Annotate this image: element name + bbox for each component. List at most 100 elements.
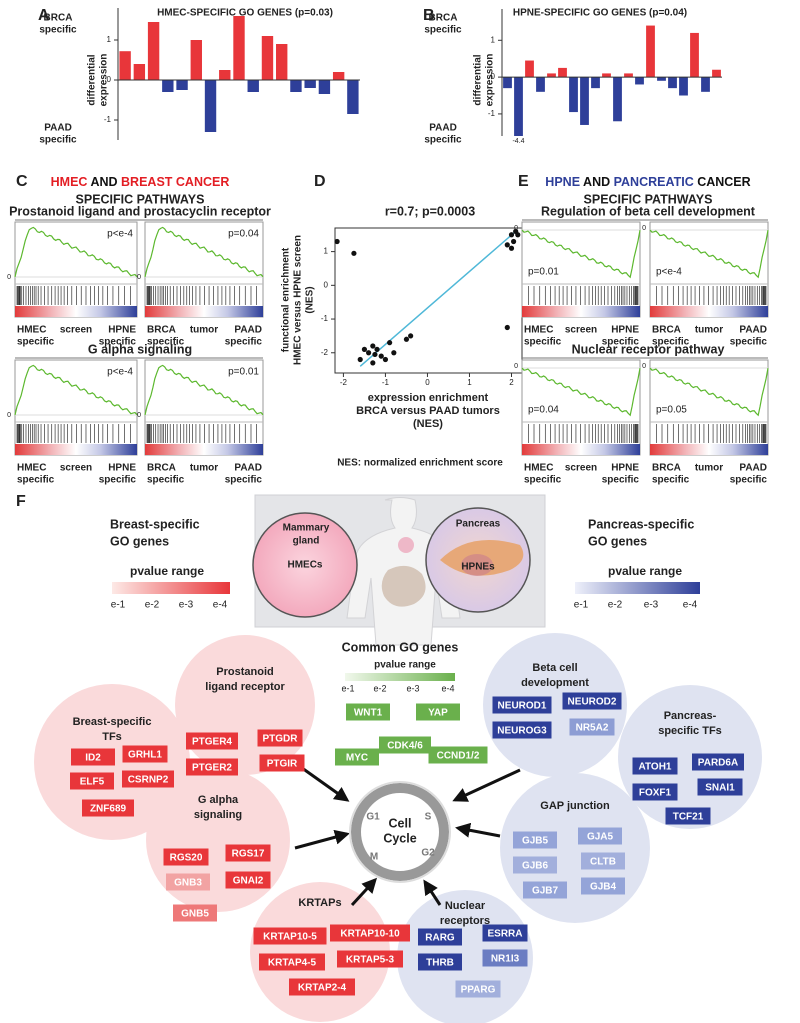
axis-label: PAAD: [234, 325, 262, 336]
phase-label: M: [370, 852, 378, 863]
p-value: p<e-4: [107, 229, 133, 240]
zero-label: 0: [642, 363, 646, 370]
zero-label: 0: [7, 274, 11, 281]
p-value: p=0.04: [528, 405, 559, 416]
bar: [525, 60, 534, 78]
gene-name: WNT1: [354, 708, 383, 719]
x-axis-label: BRCA versus PAAD tumors: [356, 405, 500, 417]
axis-label: specific: [652, 337, 690, 348]
gene-box: [337, 950, 403, 968]
axis-label: specific: [730, 337, 768, 348]
scale-tick: e-2: [373, 683, 386, 693]
group-title: Pancreas-: [664, 710, 717, 722]
group-title: signaling: [194, 809, 242, 821]
axis-label: BRCA: [147, 325, 176, 336]
y-label-top: specific: [39, 25, 77, 36]
phase-label: G2: [421, 848, 435, 859]
scale-tick: e-3: [406, 683, 419, 693]
gene-name: RARG: [425, 933, 455, 944]
group-title: Prostanoid: [216, 666, 273, 678]
bar: [318, 80, 331, 94]
x-axis-label: expression enrichment: [368, 392, 489, 404]
gene-name: KRTAP10-10: [340, 929, 400, 940]
scale-tick: e-1: [574, 600, 589, 611]
axis-label: specific: [730, 475, 768, 486]
bar: [635, 77, 644, 85]
gene-box: [346, 703, 390, 721]
phase-label: G1: [366, 812, 380, 823]
y-axis-label: differential: [473, 54, 484, 105]
group-title: receptors: [440, 915, 490, 927]
gene-name: PTGIR: [267, 759, 298, 770]
gene-name: CLTB: [590, 857, 616, 868]
bar: [332, 72, 345, 80]
point: [334, 238, 340, 245]
plot-frame: [144, 359, 264, 456]
gene-box: [692, 753, 744, 771]
axis-label: screen: [565, 463, 597, 474]
cell-cycle-title: Cell: [389, 816, 412, 830]
axis-label: HMEC: [17, 325, 46, 336]
gene-box: [428, 746, 488, 764]
point: [361, 346, 368, 352]
gene-box: [581, 877, 625, 895]
enrichment-curve: [521, 367, 641, 417]
panel-title: HMEC AND BREAST CANCER: [51, 175, 230, 189]
gene-box: [513, 831, 557, 849]
cell-cycle: [349, 781, 451, 883]
scale-tick: e-1: [111, 600, 126, 611]
bar: [190, 40, 202, 80]
axis-label: specific: [17, 475, 55, 486]
bar: [569, 77, 578, 113]
axis-label: specific: [147, 475, 185, 486]
bar: [290, 80, 302, 92]
gene-name: THRB: [426, 958, 454, 969]
y-axis-label: differential: [87, 54, 98, 105]
gene-box: [122, 745, 168, 763]
zero-label: 0: [137, 412, 141, 419]
bar: [712, 69, 721, 78]
point: [382, 356, 389, 363]
point: [408, 333, 414, 339]
axis-label: screen: [565, 325, 597, 336]
gene-box: [330, 924, 410, 942]
gene-box: [289, 978, 355, 996]
bar: [668, 77, 677, 89]
gene-box: [335, 748, 379, 766]
plot-frame: [521, 359, 641, 456]
panel-letter: D: [314, 173, 326, 190]
gene-box: [697, 778, 743, 796]
axis-label: HMEC: [17, 463, 46, 474]
image-label: gland: [293, 536, 320, 547]
rank-gradient: [145, 444, 263, 455]
y-tick-label: 1: [107, 35, 112, 44]
gene-name: NR5A2: [576, 723, 609, 734]
rank-gradient: [15, 444, 137, 455]
gene-name: KRTAP2-4: [298, 983, 347, 994]
gene-box: [418, 953, 462, 971]
bar: [261, 36, 274, 80]
axis-label: specific: [602, 337, 640, 348]
gene-name: KRTAP10-5: [263, 932, 317, 943]
group-circle: [483, 633, 627, 777]
enrichment-curve: [649, 367, 769, 417]
bar: [304, 80, 316, 88]
zero-label: 0: [137, 274, 141, 281]
title-part: AND: [90, 175, 117, 189]
y-tick-label: -2: [321, 348, 329, 357]
pathway-name: Regulation of beta cell development: [541, 204, 756, 218]
zero-label: 0: [7, 412, 11, 419]
gene-box: [173, 904, 217, 922]
axis-label: BRCA: [652, 463, 681, 474]
panel-title: HPNE AND PANCREATIC CANCER: [545, 175, 750, 189]
image-label: HMECs: [287, 560, 322, 571]
bar: [347, 80, 359, 114]
point: [351, 250, 357, 256]
bar: [591, 77, 600, 89]
bar: [580, 77, 589, 125]
gene-name: GJB4: [590, 882, 617, 893]
group-circle: [175, 635, 315, 775]
gene-box: [379, 736, 431, 754]
bar: [536, 77, 545, 92]
zero-label: 0: [514, 363, 518, 370]
